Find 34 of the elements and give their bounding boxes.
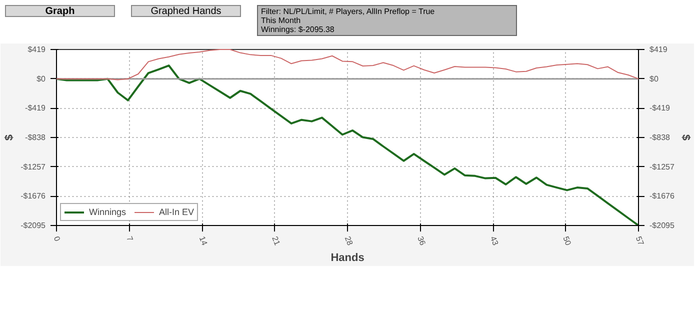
y-tick-label: $419 <box>28 45 46 54</box>
y-tick-label: $0 <box>36 74 46 84</box>
y-tick-label: -$2095 <box>20 220 46 230</box>
y-tick-label: -$1676 <box>20 192 46 201</box>
y-axis-title: $ <box>4 134 16 141</box>
text: Filter: NL/PL/Limit, # Players, AllIn Preflop = True <box>261 7 435 16</box>
legend-label: Winnings <box>89 207 126 217</box>
y-tick-label: -$1257 <box>20 162 46 172</box>
y2-tick-label: $0 <box>650 74 659 84</box>
y2-tick-label: -$1676 <box>650 192 675 201</box>
x-tick-label: 36 <box>416 235 428 248</box>
text: This Month <box>261 16 301 25</box>
y2-tick-label: -$1257 <box>650 162 675 172</box>
legend-label: All-In EV <box>159 207 194 217</box>
y2-tick-label: $419 <box>650 45 668 54</box>
x-tick-label: 28 <box>342 235 355 248</box>
x-tick-label: 0 <box>52 235 62 243</box>
y2-tick-label: -$2095 <box>650 220 675 230</box>
x-tick-label: 57 <box>634 235 646 248</box>
text: Graph <box>45 6 75 18</box>
text: Graphed Hands <box>150 6 222 18</box>
x-tick-label: 50 <box>561 235 573 248</box>
x-axis-title: Hands <box>330 252 364 264</box>
y2-axis-title: $ <box>679 134 692 141</box>
y-tick-label: -$419 <box>25 104 46 113</box>
y2-tick-label: -$419 <box>650 104 671 113</box>
y2-tick-label: -$838 <box>650 132 671 142</box>
x-tick-label: 14 <box>197 235 210 248</box>
x-tick-label: 7 <box>124 235 135 243</box>
text: Winnings: $-2095.38 <box>261 25 334 34</box>
x-tick-label: 43 <box>488 235 500 248</box>
x-tick-label: 21 <box>270 235 282 248</box>
y-tick-label: -$838 <box>25 132 46 142</box>
line-series <box>56 49 639 80</box>
